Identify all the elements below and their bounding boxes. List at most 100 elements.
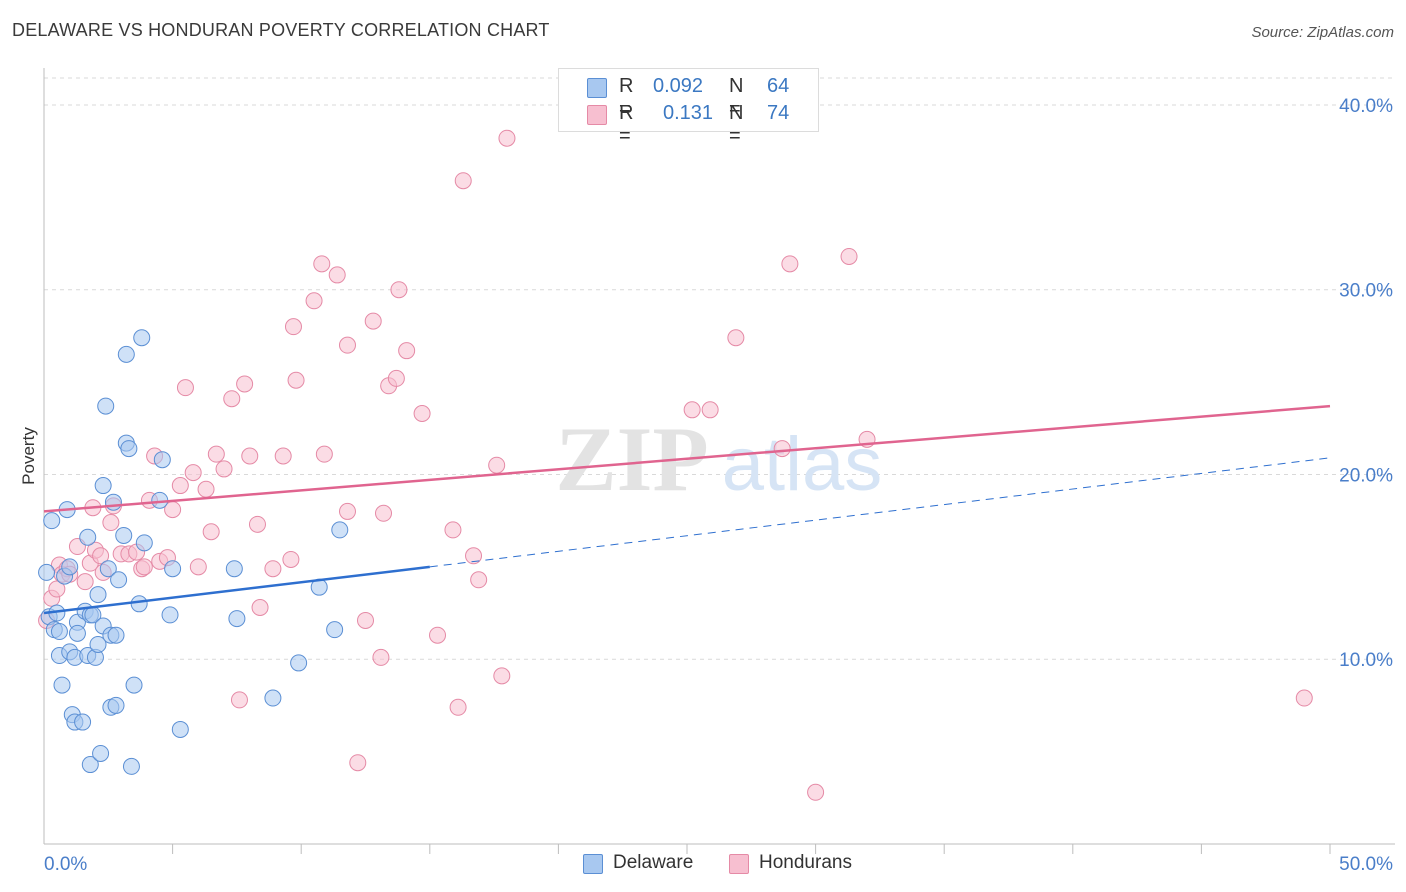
delaware-point [107,696,125,714]
legend-n-label: N = [729,102,744,147]
hondurans-points [38,129,1313,801]
hondurans-point [207,445,225,463]
hondurans-swatch [587,105,607,125]
delaware-point [94,477,112,495]
delaware-point [68,624,86,642]
legend-r-label: R = [619,102,634,147]
legend-r-label: R = [619,75,634,120]
hondurans-point [305,292,323,310]
delaware-point [164,560,182,578]
x-tick-label: 50.0% [1339,854,1393,875]
legend-n-label: N = [729,75,744,120]
legend-r-value: 0.092 [653,75,704,97]
hondurans-point [498,129,516,147]
hondurans-point [176,379,194,397]
delaware-point [117,345,135,363]
y-tick-label: 30.0% [1339,281,1393,302]
hondurans-point [390,281,408,299]
hondurans-point [184,464,202,482]
hondurans-point [189,558,207,576]
hondurans-point [313,255,331,273]
delaware-point [92,744,110,762]
delaware-point [79,528,97,546]
hondurans-point [223,390,241,408]
legend-n-value: 64 [767,75,790,97]
delaware-point [326,621,344,639]
hondurans-point [1295,689,1313,707]
hondurans-point [413,405,431,423]
hondurans-point [92,547,110,565]
delaware-point [110,571,128,589]
hondurans-point [236,375,254,393]
y-axis-label: Poverty [19,427,38,485]
hondurans-point [328,266,346,284]
source-label: Source: ZipAtlas.com [1251,24,1394,41]
hondurans-point [241,447,259,465]
trend-lines [43,404,1331,615]
y-tick-label: 10.0% [1339,650,1393,671]
delaware-point [50,623,68,641]
delaware-point [61,558,79,576]
axes [43,68,1395,854]
hondurans-point [465,547,483,565]
x-tick-label: 0.0% [44,854,87,875]
hondurans-point [449,698,467,716]
hondurans-point [135,558,153,576]
delaware-point [264,689,282,707]
delaware-trend-line [43,565,430,615]
hondurans-point [781,255,799,273]
delaware-point [135,534,153,552]
hondurans-point [488,456,506,474]
hondurans-point [444,521,462,539]
hondurans-point [315,445,333,463]
delaware-points [38,329,349,775]
delaware-point [53,676,71,694]
delaware-point [171,720,189,738]
hondurans-point [338,336,356,354]
delaware-point [130,595,148,613]
delaware-point [120,440,138,458]
delaware-point [122,757,140,775]
hondurans-point [248,515,266,533]
hondurans-point [197,480,215,498]
hondurans-point [202,523,220,541]
y-tick-label: 20.0% [1339,465,1393,486]
hondurans-point [171,477,189,495]
hondurans-point [375,504,393,522]
legend: R = 0.092 N = 64 R = 0.131 N = 74 [558,68,819,147]
hondurans-point [429,626,447,644]
delaware-point [81,756,99,774]
delaware-point [89,635,107,653]
delaware-point [74,713,92,731]
hondurans-point [48,580,66,598]
delaware-point [89,586,107,604]
hondurans-point [372,648,390,666]
hondurans-point [398,342,416,360]
delaware-label: Delaware [613,852,694,873]
delaware-point [133,329,151,347]
hondurans-point [215,460,233,478]
hondurans-label: Hondurans [759,852,852,873]
delaware-point [43,512,61,530]
hondurans-point [251,599,269,617]
hondurans-point [102,514,120,532]
hondurans-point [287,371,305,389]
hondurans-point [274,447,292,465]
legend-r-value: 0.131 [663,102,714,124]
delaware-point [38,563,56,581]
y-tick-label: 40.0% [1339,96,1393,117]
delaware-point [107,626,125,644]
hondurans-point [387,369,405,387]
hondurans-point [364,312,382,330]
hondurans-point [727,329,745,347]
delaware-point [125,676,143,694]
grid-lines [44,77,1395,660]
delaware-point [161,606,179,624]
delaware-trend-extension [429,457,1331,568]
hondurans-point [349,754,367,772]
delaware-point [290,654,308,672]
hondurans-swatch [729,854,749,874]
legend-n-value: 74 [767,102,790,124]
hondurans-point [683,401,701,419]
